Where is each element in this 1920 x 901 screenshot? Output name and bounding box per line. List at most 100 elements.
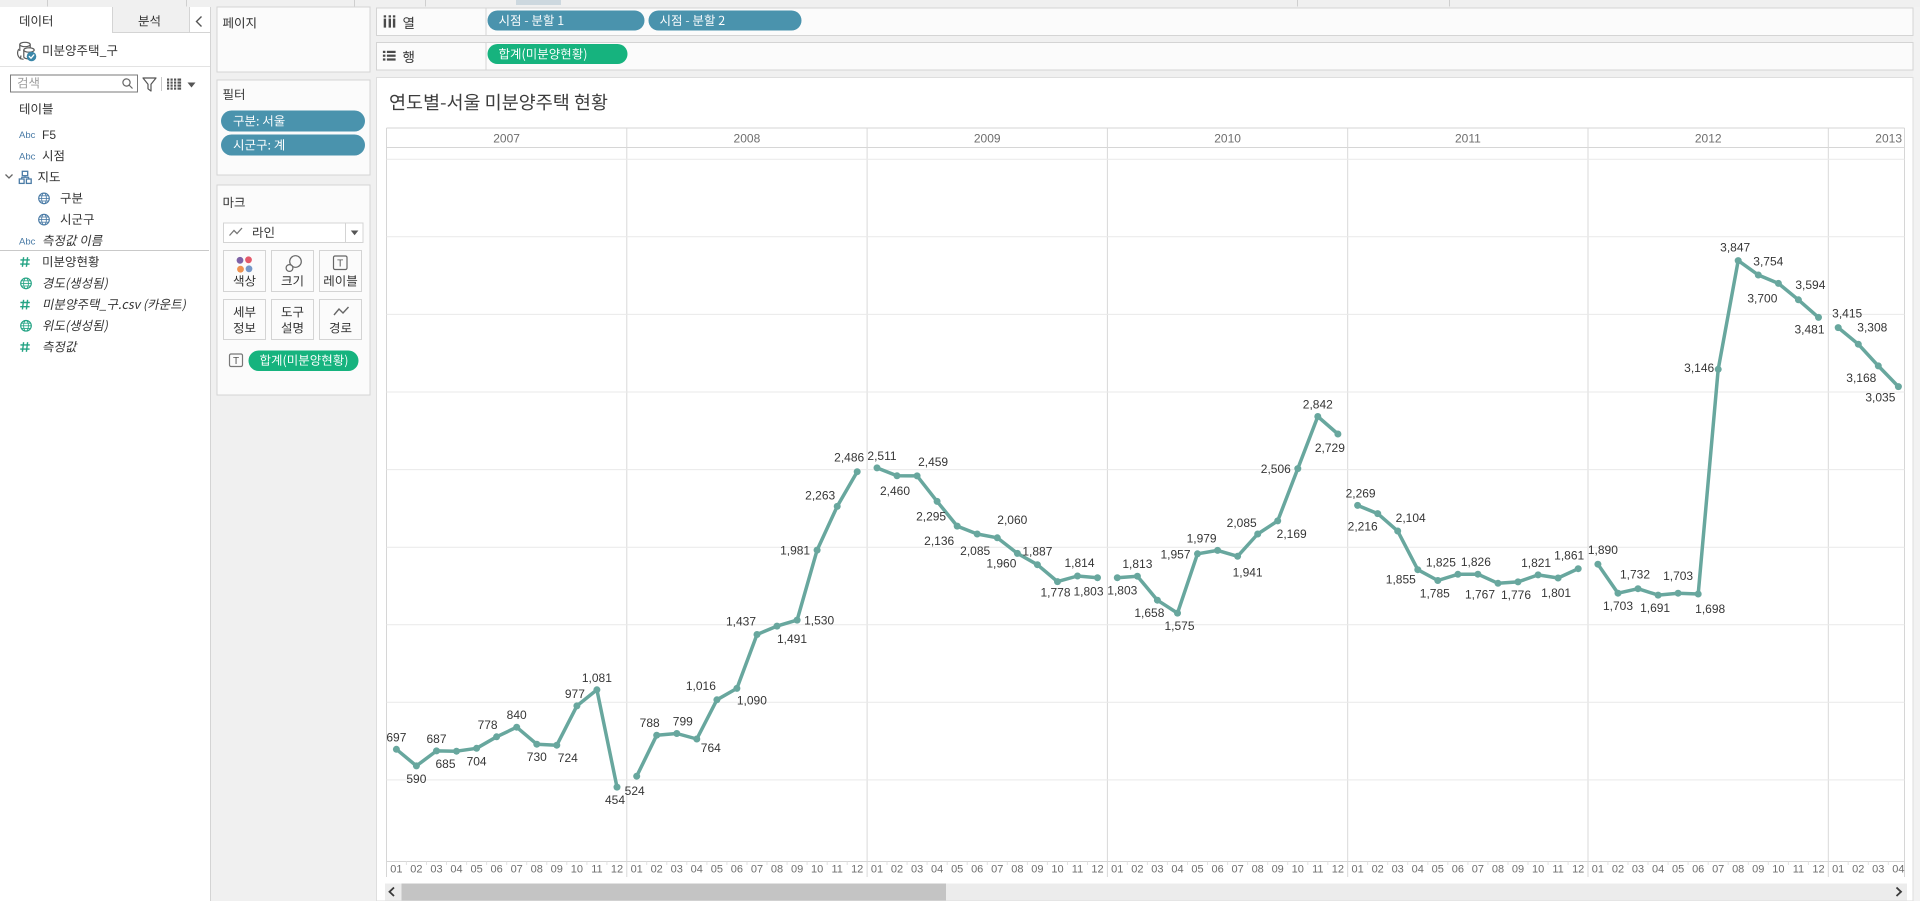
svg-text:730: 730 [527,750,547,764]
svg-text:Abc: Abc [19,152,36,163]
svg-text:07: 07 [1231,864,1243,876]
svg-text:2010: 2010 [1214,132,1241,146]
svg-text:05: 05 [951,864,963,876]
svg-text:12: 12 [851,864,863,876]
svg-text:1,016: 1,016 [686,679,716,693]
svg-text:Abc: Abc [19,236,36,247]
svg-text:12: 12 [1812,864,1824,876]
svg-text:1,703: 1,703 [1663,569,1693,583]
svg-text:3,415: 3,415 [1832,307,1862,321]
svg-text:08: 08 [531,864,543,876]
svg-text:06: 06 [1452,864,1464,876]
svg-text:454: 454 [605,793,625,807]
svg-text:02: 02 [1852,864,1864,876]
svg-text:2009: 2009 [974,132,1001,146]
svg-text:10: 10 [1051,864,1063,876]
svg-text:3,481: 3,481 [1794,322,1824,336]
svg-text:1,785: 1,785 [1420,587,1450,601]
svg-text:05: 05 [1191,864,1203,876]
svg-text:1,957: 1,957 [1160,547,1190,561]
svg-text:02: 02 [410,864,422,876]
svg-text:1,778: 1,778 [1040,586,1070,600]
svg-text:1,530: 1,530 [804,614,834,628]
svg-text:1,698: 1,698 [1695,602,1725,616]
svg-text:2,085: 2,085 [1227,516,1257,530]
svg-text:799: 799 [673,715,693,729]
svg-text:05: 05 [1432,864,1444,876]
svg-text:685: 685 [435,757,455,771]
svg-text:06: 06 [1692,864,1704,876]
svg-text:1,941: 1,941 [1233,565,1263,579]
svg-text:2,216: 2,216 [1348,520,1378,534]
svg-text:08: 08 [1732,864,1744,876]
svg-text:F5: F5 [42,128,56,142]
svg-text:08: 08 [771,864,783,876]
svg-text:11: 11 [1793,864,1804,876]
svg-text:01: 01 [390,864,402,876]
svg-text:Abc: Abc [19,130,36,141]
svg-text:03: 03 [1632,864,1644,876]
svg-text:2007: 2007 [493,132,520,146]
svg-text:1,658: 1,658 [1134,606,1164,620]
svg-text:11: 11 [831,864,842,876]
svg-text:1,801: 1,801 [1541,586,1571,600]
svg-text:1,979: 1,979 [1187,531,1217,545]
svg-text:2,136: 2,136 [924,534,954,548]
svg-text:04: 04 [1892,864,1904,876]
svg-text:12: 12 [611,864,623,876]
svg-text:590: 590 [406,772,426,786]
svg-text:3,700: 3,700 [1747,291,1777,305]
svg-text:1,826: 1,826 [1461,555,1491,569]
svg-text:1,732: 1,732 [1620,568,1650,582]
svg-text:05: 05 [470,864,482,876]
svg-text:07: 07 [1712,864,1724,876]
svg-text:09: 09 [1512,864,1524,876]
svg-text:2,295: 2,295 [916,509,946,523]
svg-text:03: 03 [1392,864,1404,876]
svg-text:09: 09 [1272,864,1284,876]
svg-text:10: 10 [1292,864,1304,876]
svg-text:10: 10 [1772,864,1784,876]
svg-text:1,821: 1,821 [1521,556,1551,570]
svg-text:2,060: 2,060 [997,513,1027,527]
svg-text:01: 01 [1111,864,1123,876]
svg-text:07: 07 [1472,864,1484,876]
svg-text:05: 05 [1672,864,1684,876]
svg-text:04: 04 [450,864,462,876]
svg-text:11: 11 [1072,864,1083,876]
svg-text:02: 02 [1131,864,1143,876]
svg-text:1,803: 1,803 [1107,584,1137,598]
svg-text:1,767: 1,767 [1465,587,1495,601]
svg-text:840: 840 [507,708,527,722]
svg-text:3,146: 3,146 [1684,361,1714,375]
svg-text:1,090: 1,090 [737,693,767,707]
svg-text:2,459: 2,459 [918,455,948,469]
svg-text:09: 09 [791,864,803,876]
svg-text:03: 03 [1872,864,1884,876]
svg-text:3,308: 3,308 [1857,321,1887,335]
svg-text:02: 02 [891,864,903,876]
svg-text:06: 06 [1211,864,1223,876]
svg-text:1,703: 1,703 [1603,599,1633,613]
svg-text:1,960: 1,960 [986,556,1016,570]
svg-text:697: 697 [386,730,406,744]
svg-text:10: 10 [1532,864,1544,876]
svg-text:06: 06 [490,864,502,876]
svg-text:2012: 2012 [1695,132,1722,146]
svg-text:2,842: 2,842 [1303,398,1333,412]
svg-text:09: 09 [551,864,563,876]
svg-text:704: 704 [467,754,487,768]
svg-text:2,169: 2,169 [1277,527,1307,541]
svg-text:01: 01 [1832,864,1844,876]
svg-text:01: 01 [1351,864,1363,876]
svg-text:977: 977 [565,687,585,701]
svg-text:09: 09 [1031,864,1043,876]
svg-text:11: 11 [1552,864,1563,876]
svg-text:2011: 2011 [1455,132,1481,146]
svg-text:778: 778 [478,718,498,732]
svg-text:03: 03 [1151,864,1163,876]
svg-text:02: 02 [1612,864,1624,876]
svg-text:09: 09 [1752,864,1764,876]
svg-text:1,813: 1,813 [1122,557,1152,571]
svg-text:788: 788 [640,716,660,730]
